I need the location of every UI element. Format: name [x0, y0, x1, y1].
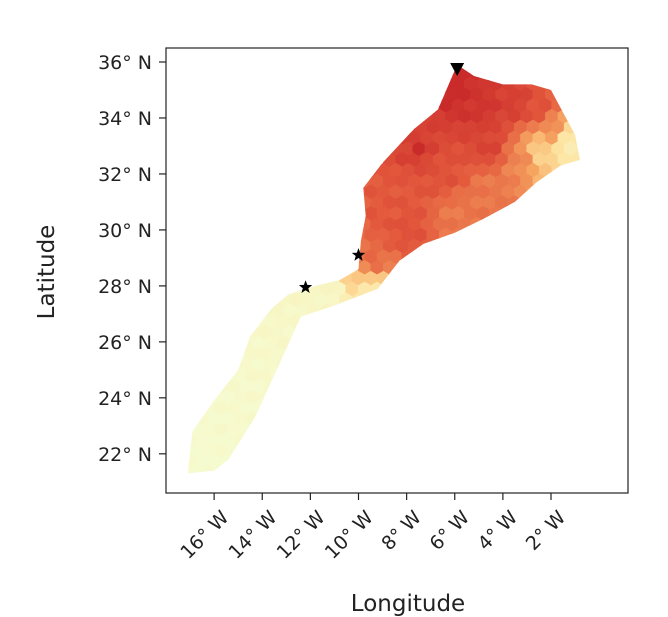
x-tick-label: 4° W [474, 506, 523, 555]
hotspot-layer [412, 141, 425, 156]
plot-frame [165, 47, 629, 494]
x-tick-label: 10° W [321, 506, 378, 563]
hot-spot-cell [412, 141, 425, 156]
y-tick-label: 26° N [98, 332, 152, 354]
triangle-marker [450, 62, 465, 76]
y-tick-label: 22° N [98, 444, 152, 466]
y-tick-label: 30° N [98, 220, 152, 242]
plot-area [166, 48, 628, 493]
y-tick-label: 36° N [98, 52, 152, 74]
x-tick-label: 14° W [224, 506, 281, 563]
x-axis: 16° W14° W12° W10° W 8° W 6° W 4° W 2° W [176, 493, 570, 564]
y-axis-title: Latitude [34, 225, 60, 320]
x-tick-label: 12° W [273, 506, 330, 563]
star-marker [298, 280, 313, 293]
y-tick-label: 34° N [98, 108, 152, 130]
x-tick-label: 16° W [176, 506, 233, 563]
y-axis: 22° N 24° N 26° N 28° N 30° N 32° N 34° N 36° N [98, 52, 166, 466]
x-axis-title: Longitude [351, 591, 465, 617]
x-tick-label: 2° W [522, 506, 571, 555]
star-marker [351, 248, 366, 261]
marker-layer [298, 62, 465, 293]
x-tick-label: 8° W [377, 506, 426, 555]
y-tick-label: 24° N [98, 388, 152, 410]
y-tick-label: 28° N [98, 276, 152, 298]
y-tick-label: 32° N [98, 164, 152, 186]
x-tick-label: 6° W [426, 506, 475, 555]
